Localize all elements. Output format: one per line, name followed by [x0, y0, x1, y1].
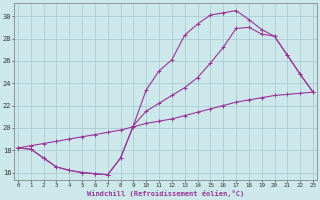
X-axis label: Windchill (Refroidissement éolien,°C): Windchill (Refroidissement éolien,°C) — [87, 190, 244, 197]
